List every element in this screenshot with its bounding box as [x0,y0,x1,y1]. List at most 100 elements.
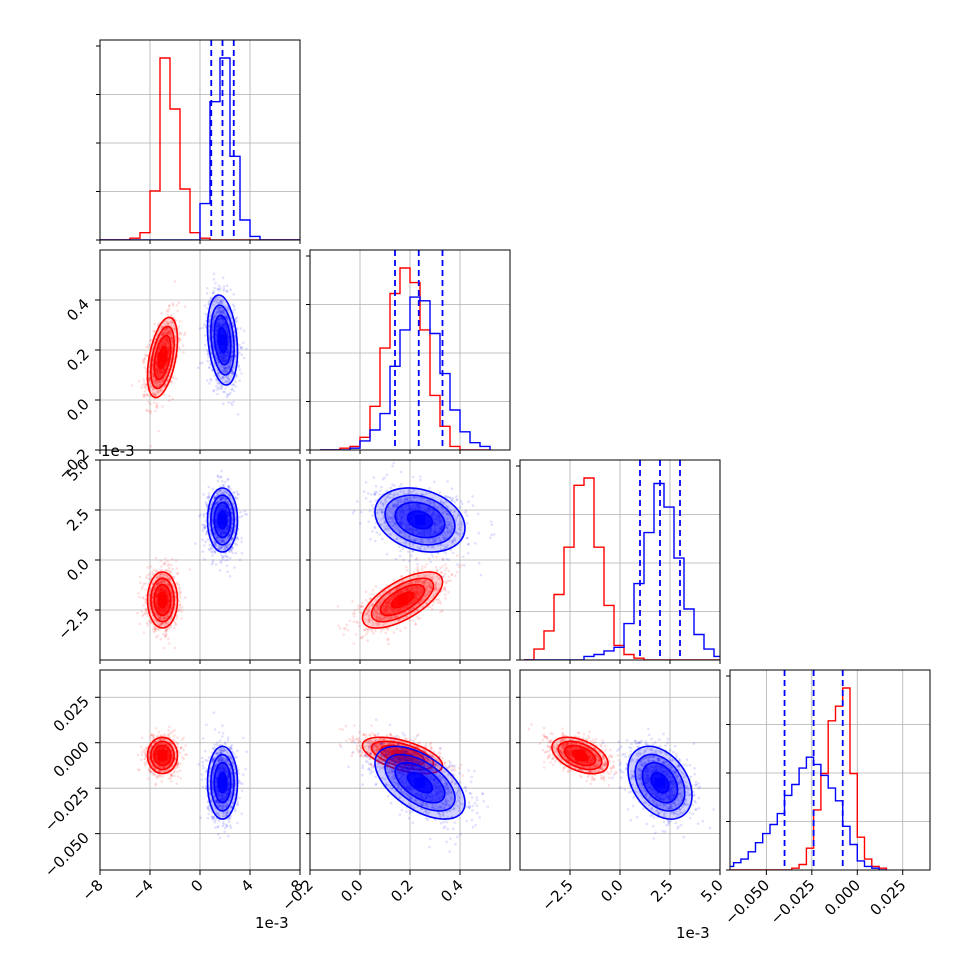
scatter-point [153,586,157,590]
scatter-point [396,608,400,612]
scatter-point [212,506,216,510]
scatter-point [225,370,229,373]
scatter-point [224,355,227,359]
scatter-point [213,374,216,377]
scatter-point [168,399,171,402]
scatter-point [227,534,231,537]
scatter-point [153,586,157,590]
scatter-point [169,330,172,334]
scatter-point [217,324,221,327]
scatter-point [217,325,221,328]
scatter-point [210,355,214,359]
scatter-point [228,493,231,497]
scatter-point [208,366,211,369]
scatter-point [161,586,164,590]
scatter-point [218,537,221,541]
scatter-point [154,600,158,603]
scatter-point [227,525,230,529]
scatter-point [217,323,220,327]
scatter-point [208,543,212,547]
scatter-point [160,333,164,336]
scatter-point [224,328,227,331]
scatter-point [239,346,243,349]
scatter-point [163,616,166,620]
scatter-point [223,537,227,541]
scatter-point [385,602,389,605]
scatter-point [360,636,364,640]
scatter-point [162,367,166,371]
scatter-point [143,357,146,361]
scatter-point [165,627,169,631]
scatter-point [221,375,224,379]
scatter-point [205,504,209,507]
scatter-point [222,310,226,313]
scatter-point [170,320,173,323]
scatter-point [220,496,223,499]
scatter-point [144,610,148,614]
scatter-point [216,508,220,512]
scatter-point [397,618,401,622]
scatter-point [397,586,400,589]
scatter-point [221,310,224,314]
scatter-point [152,401,156,405]
scatter-point [441,565,445,568]
scatter-point [443,587,447,590]
scatter-point [216,526,220,530]
scatter-point [219,355,222,359]
scatter-point [238,515,242,519]
scatter-point [223,354,227,358]
scatter-point [163,341,167,345]
scatter-point [213,286,216,290]
scatter-point [156,582,159,585]
scatter-point [218,322,221,325]
scatter-point [170,589,173,593]
scatter-point [406,588,409,592]
scatter-point [226,524,230,528]
scatter-point [166,559,169,563]
scatter-point [161,589,165,592]
scatter-point [158,346,161,349]
scatter-point [217,301,221,305]
scatter-point [222,506,225,509]
scatter-point [165,607,168,610]
scatter-point [225,315,228,319]
scatter-point [366,612,370,615]
scatter-point [218,352,222,355]
scatter-point [203,334,207,337]
scatter-point [159,617,162,620]
scatter-point [230,537,234,540]
scatter-point [221,558,224,561]
scatter-point [226,353,230,357]
scatter-point [220,355,223,358]
scatter-point [434,580,438,584]
scatter-point [229,401,233,405]
scatter-point [159,587,163,591]
scatter-point [167,350,170,353]
scatter-point [219,476,222,479]
scatter-point [169,609,172,612]
scatter-point [155,374,159,378]
scatter-point [204,540,207,544]
scatter-point [163,342,166,346]
scatter-point [164,328,168,332]
scatter-point [230,355,233,359]
scatter-point [220,386,223,389]
scatter-point [140,386,144,389]
scatter-point [160,587,163,590]
scatter-point [441,609,444,612]
scatter-point [227,486,231,490]
scatter-point [220,311,223,315]
scatter-point [169,330,172,334]
scatter-point [224,358,227,361]
scatter-point [395,591,399,595]
scatter-point [392,595,396,598]
scatter-point [220,318,224,322]
scatter-point [143,389,147,393]
scatter-point [157,622,160,626]
scatter-point [167,322,170,326]
scatter-point [366,639,369,642]
scatter-point [225,376,229,379]
scatter-point [225,545,228,548]
scatter-point [148,599,151,602]
scatter-point [414,622,417,626]
